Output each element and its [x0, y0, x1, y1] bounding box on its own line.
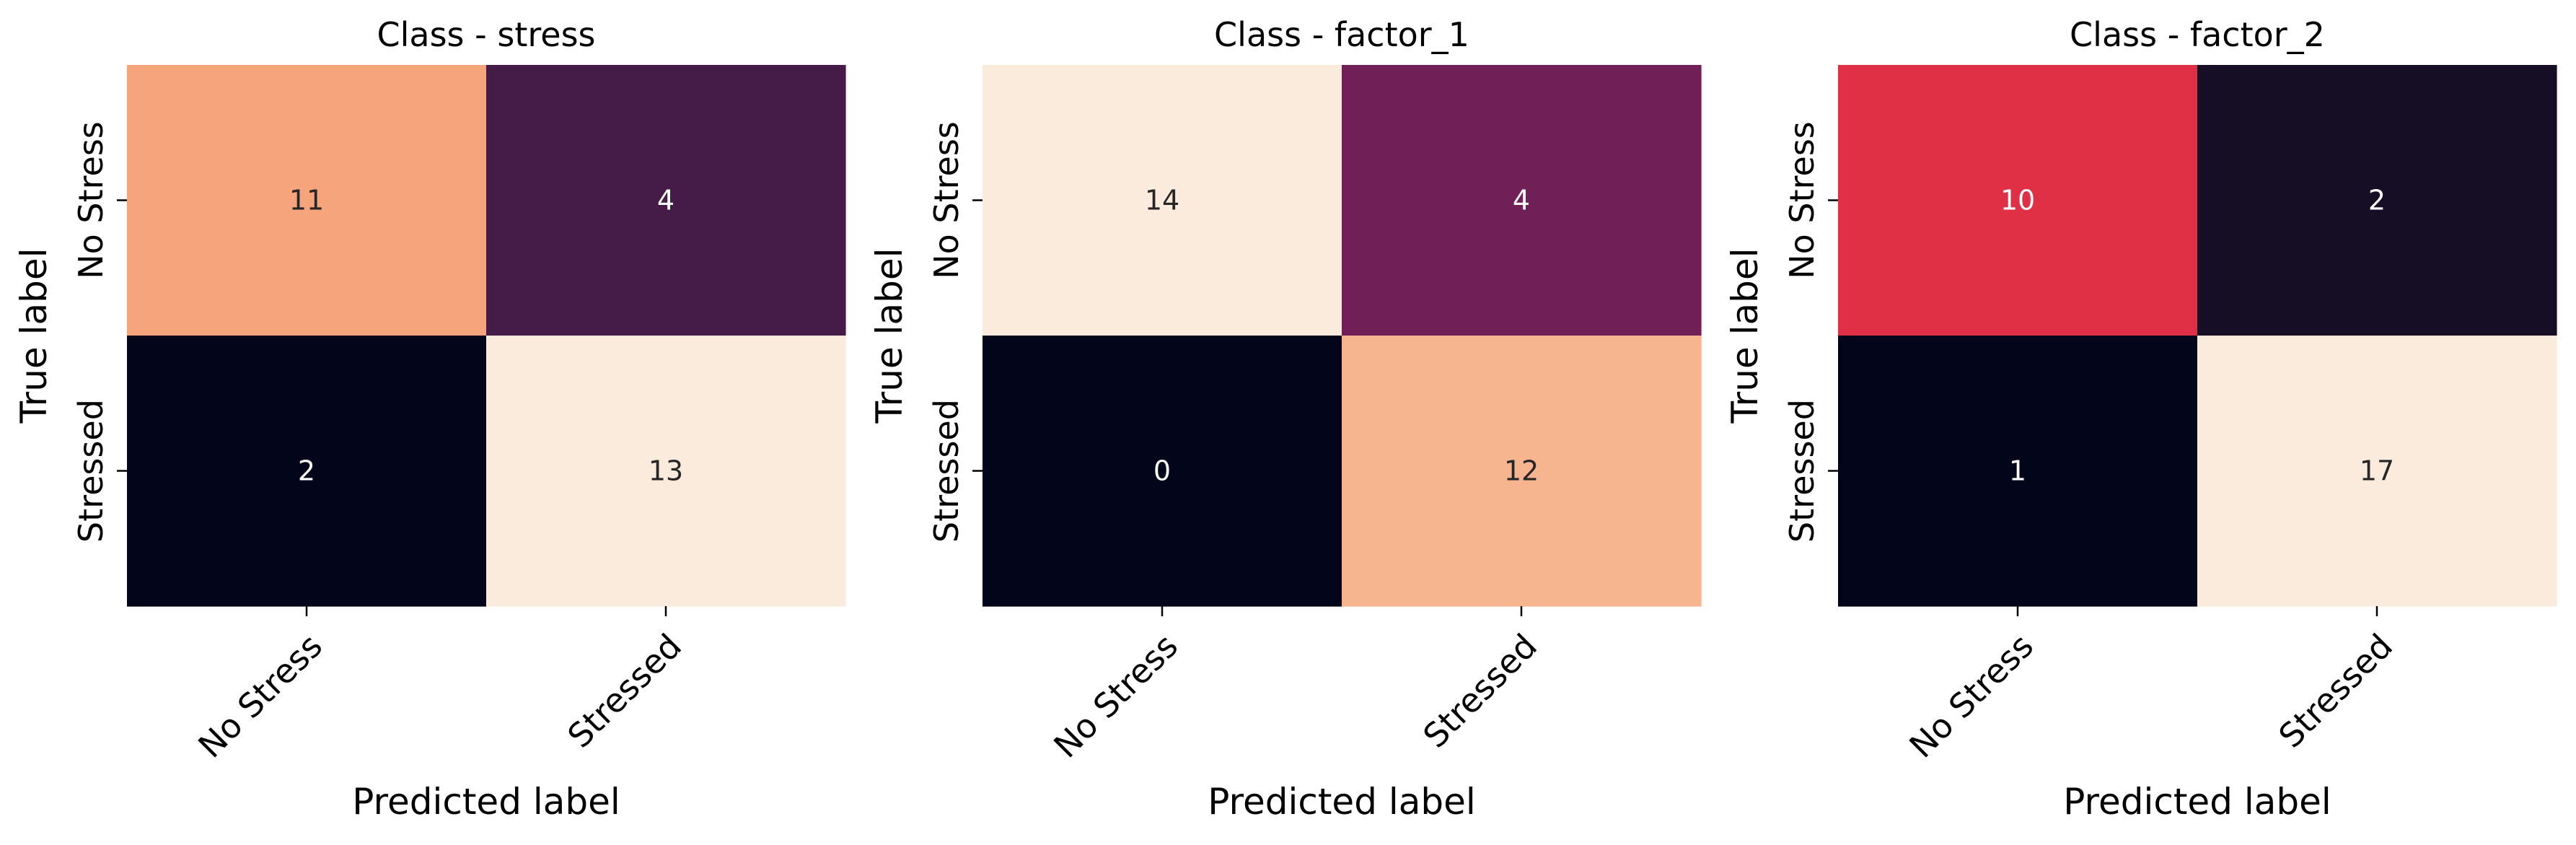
cell-value-label: 10: [2000, 185, 2035, 216]
x-tick-label: Stressed: [2271, 626, 2400, 756]
chart-title: Class - stress: [377, 15, 596, 54]
heatmap-panel-1: 11 4 2 13 Class - stress No Stress Stressed No …: [13, 15, 846, 823]
heatmap-cell: [1838, 336, 2198, 607]
chart-title: Class - factor_2: [2070, 15, 2325, 54]
y-tick-label: No Stress: [1782, 121, 1821, 279]
y-tick-label: Stressed: [927, 399, 966, 543]
heatmap-cell: [486, 336, 846, 607]
heatmap-cell: [1342, 65, 1702, 336]
x-tick-label: No Stress: [1046, 626, 1185, 766]
x-tick-label: No Stress: [1902, 626, 2041, 766]
heatmap-cell: [983, 65, 1342, 336]
y-tick-label: No Stress: [927, 121, 966, 279]
x-tick-label: No Stress: [190, 626, 330, 766]
heatmap-cell: [1838, 65, 2198, 336]
y-axis-label: True label: [13, 248, 55, 424]
x-axis-label: Predicted label: [1208, 781, 1476, 823]
heatmap-panel-2: 14 4 0 12 Class - factor_1 No Stress Stressed N…: [869, 15, 1702, 823]
x-tick-label: Stressed: [560, 626, 689, 756]
y-axis-label: True label: [869, 248, 910, 424]
y-tick-label: Stressed: [71, 399, 110, 543]
x-axis-label: Predicted label: [2063, 781, 2331, 823]
cell-value-label: 13: [649, 455, 683, 487]
heatmap-cell: [486, 65, 846, 336]
cell-value-label: 11: [289, 185, 324, 216]
x-tick-label: Stressed: [1415, 626, 1544, 756]
heatmap-cell: [1342, 336, 1702, 607]
heatmap-cell: [2197, 336, 2557, 607]
heatmap-cell: [127, 336, 487, 607]
heatmap-cell: [127, 65, 487, 336]
cell-value-label: 14: [1145, 185, 1179, 216]
heatmap-cell: [2197, 65, 2557, 336]
heatmap-cell: [983, 336, 1342, 607]
cell-value-label: 4: [1513, 185, 1530, 216]
cell-value-label: 17: [2360, 455, 2394, 487]
y-axis-label: True label: [1724, 248, 1766, 424]
cell-value-label: 2: [298, 455, 315, 487]
x-axis-label: Predicted label: [352, 781, 620, 823]
cell-value-label: 12: [1504, 455, 1539, 487]
cell-value-label: 4: [657, 185, 674, 216]
cell-value-label: 2: [2368, 185, 2386, 216]
heatmap-panel-3: 10 2 1 17 Class - factor_2 No Stress Stressed N…: [1724, 15, 2557, 823]
cell-value-label: 0: [1153, 455, 1171, 487]
cell-value-label: 1: [2009, 455, 2026, 487]
chart-title: Class - factor_1: [1214, 15, 1469, 54]
y-tick-label: No Stress: [71, 121, 110, 279]
y-tick-label: Stressed: [1782, 399, 1821, 543]
